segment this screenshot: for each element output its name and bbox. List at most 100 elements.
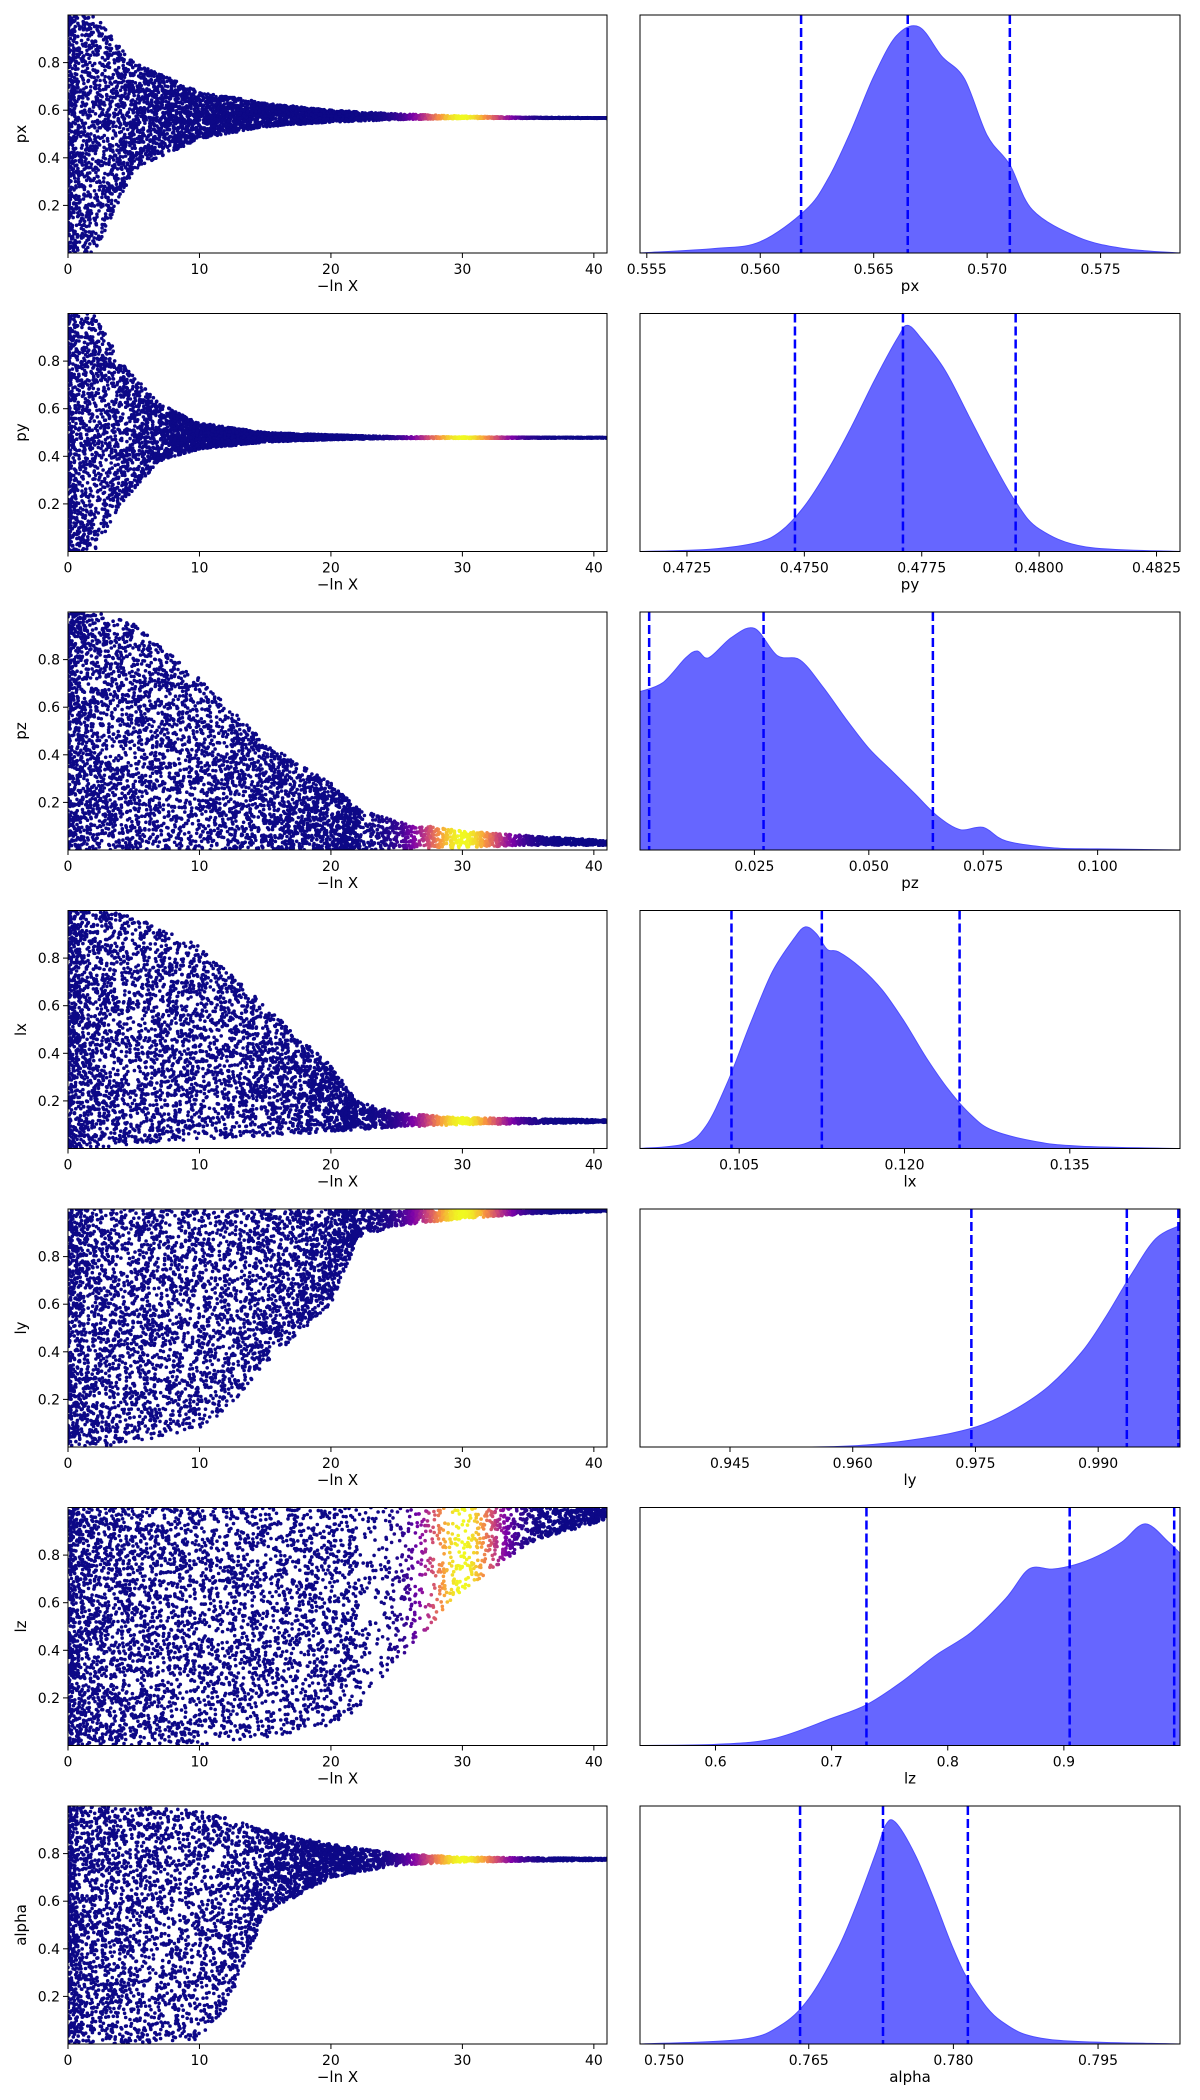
- scatter-point: [81, 58, 86, 62]
- scatter-point: [171, 102, 176, 107]
- scatter-point: [76, 21, 80, 26]
- scatter-point: [95, 244, 99, 248]
- scatter-point: [76, 177, 80, 181]
- scatter-point: [70, 74, 74, 79]
- scatter-point: [129, 158, 134, 162]
- scatter-point: [81, 184, 86, 188]
- scatter-point: [80, 130, 84, 134]
- scatter-point: [246, 126, 251, 131]
- scatter-point: [96, 52, 100, 57]
- scatter-point: [76, 61, 81, 66]
- scatter-point: [163, 106, 167, 111]
- scatter-point: [159, 84, 164, 89]
- scatter-point: [401, 116, 406, 121]
- scatter-point: [126, 61, 130, 66]
- scatter-point: [93, 68, 97, 72]
- scatter-point: [114, 107, 118, 112]
- scatter-point: [145, 97, 150, 101]
- scatter-point: [254, 120, 259, 125]
- scatter-point: [68, 64, 71, 68]
- scatter-point: [594, 116, 599, 120]
- scatter-point: [68, 175, 71, 179]
- scatter-point: [102, 78, 106, 82]
- scatter-point: [72, 173, 76, 178]
- scatter-point: [177, 110, 182, 115]
- scatter-point: [108, 104, 113, 109]
- scatter-point: [97, 114, 102, 118]
- scatter-point: [86, 34, 91, 38]
- scatter-point: [90, 75, 94, 79]
- scatter-point: [68, 232, 71, 237]
- scatter-point: [81, 15, 85, 18]
- scatter-point: [282, 113, 286, 118]
- scatter-point: [100, 234, 104, 239]
- scatter-point: [73, 118, 78, 122]
- scatter-point: [88, 203, 93, 207]
- scatter-point: [111, 158, 116, 162]
- scatter-point: [213, 132, 218, 137]
- scatter-point: [144, 118, 148, 122]
- scatter-point: [92, 61, 97, 66]
- scatter-point: [88, 221, 92, 225]
- scatter-point: [117, 125, 122, 130]
- scatter-point: [164, 90, 169, 94]
- scatter-point: [110, 184, 114, 188]
- scatter-point: [128, 87, 132, 91]
- scatter-point: [127, 115, 132, 119]
- scatter-point: [71, 236, 75, 240]
- scatter-point: [107, 187, 112, 192]
- scatter-point: [103, 27, 108, 32]
- scatter-point: [333, 114, 338, 119]
- scatter-point: [70, 136, 75, 140]
- scatter-point: [174, 101, 178, 106]
- scatter-point: [180, 127, 185, 131]
- scatter-point: [102, 152, 106, 157]
- scatter-point: [108, 37, 113, 41]
- scatter-point: [116, 105, 121, 109]
- scatter-point: [69, 17, 74, 21]
- scatter-point: [428, 116, 432, 121]
- scatter-point: [146, 129, 150, 133]
- scatter-point: [387, 117, 392, 122]
- scatter-point: [131, 65, 135, 70]
- scatter-point: [82, 222, 86, 227]
- scatter-point: [390, 114, 395, 119]
- scatter-point: [132, 72, 136, 77]
- scatter-point: [178, 84, 183, 88]
- scatter-point: [108, 80, 112, 85]
- scatter-point: [370, 111, 375, 116]
- scatter-point: [107, 190, 112, 194]
- scatter-point: [157, 129, 161, 133]
- scatter-point: [102, 149, 106, 154]
- scatter-point: [185, 104, 190, 109]
- scatter-point: [114, 124, 118, 129]
- scatter-point: [149, 132, 153, 137]
- scatter-point: [152, 81, 156, 85]
- scatter-point: [200, 92, 205, 97]
- scatter-point: [103, 214, 108, 219]
- scatter-point: [130, 161, 134, 166]
- scatter-point: [138, 107, 143, 112]
- scatter-point: [118, 154, 123, 159]
- scatter-point: [281, 108, 286, 112]
- scatter-point: [84, 213, 89, 218]
- scatter-point: [162, 76, 166, 80]
- scatter-point: [82, 20, 86, 25]
- scatter-point: [118, 181, 123, 186]
- scatter-point: [86, 71, 90, 75]
- scatter-point: [120, 93, 124, 98]
- scatter-point: [72, 176, 77, 180]
- scatter-point: [197, 93, 202, 98]
- scatter-point: [98, 20, 103, 25]
- scatter-point: [103, 35, 108, 39]
- scatter-point: [329, 114, 334, 118]
- scatter-point: [91, 178, 95, 183]
- scatter-point: [94, 192, 98, 197]
- scatter-point: [95, 27, 99, 32]
- scatter-point: [165, 132, 169, 136]
- scatter-point: [74, 41, 79, 45]
- scatter-point: [118, 192, 122, 196]
- scatter-point: [111, 51, 116, 56]
- scatter-point: [137, 158, 142, 162]
- scatter-point: [114, 142, 119, 147]
